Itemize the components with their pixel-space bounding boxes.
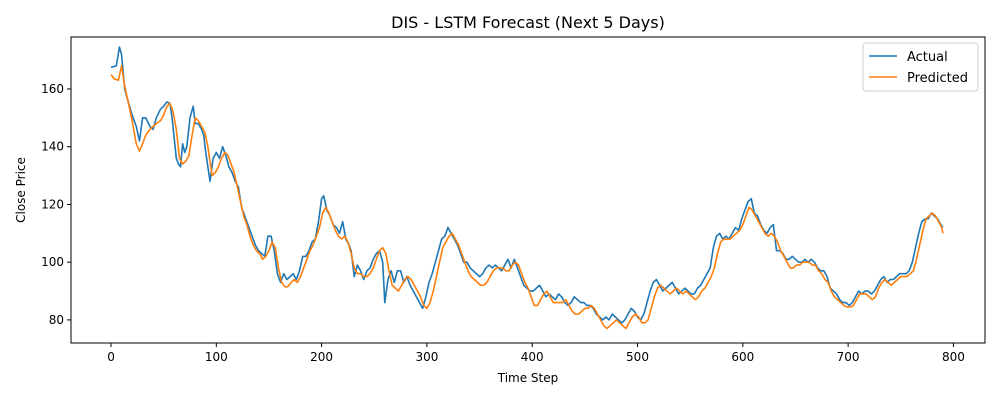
series-layer — [110, 46, 944, 330]
y-tick-label: 120 — [41, 197, 64, 211]
x-tick-label: 100 — [205, 350, 228, 364]
x-tick-label: 800 — [942, 350, 965, 364]
x-axis: 0 100 200 300 400 500 600 700 800 — [107, 343, 965, 364]
x-axis-label: Time Step — [497, 371, 559, 385]
legend: Actual Predicted — [862, 42, 979, 92]
plot-frame — [70, 36, 986, 344]
series-line-predicted — [110, 65, 944, 330]
plot-area — [70, 36, 986, 344]
x-tick-label: 200 — [310, 350, 333, 364]
y-tick-label: 160 — [41, 82, 64, 96]
legend-label-actual: Actual — [907, 50, 948, 65]
y-tick-label: 140 — [41, 140, 64, 154]
series-line-actual — [110, 46, 944, 324]
x-tick-label: 500 — [626, 350, 649, 364]
x-tick-label: 600 — [731, 350, 754, 364]
legend-box — [862, 42, 979, 92]
x-tick-label: 0 — [107, 350, 115, 364]
x-tick-label: 300 — [415, 350, 438, 364]
x-tick-label: 400 — [521, 350, 544, 364]
y-tick-label: 80 — [49, 313, 64, 327]
y-tick-label: 100 — [41, 255, 64, 269]
legend-label-predicted: Predicted — [907, 71, 968, 86]
y-axis-label: Close Price — [14, 157, 28, 223]
y-axis: 80 100 120 140 160 — [41, 82, 71, 327]
x-tick-label: 700 — [837, 350, 860, 364]
chart-title: DIS - LSTM Forecast (Next 5 Days) — [391, 13, 665, 32]
